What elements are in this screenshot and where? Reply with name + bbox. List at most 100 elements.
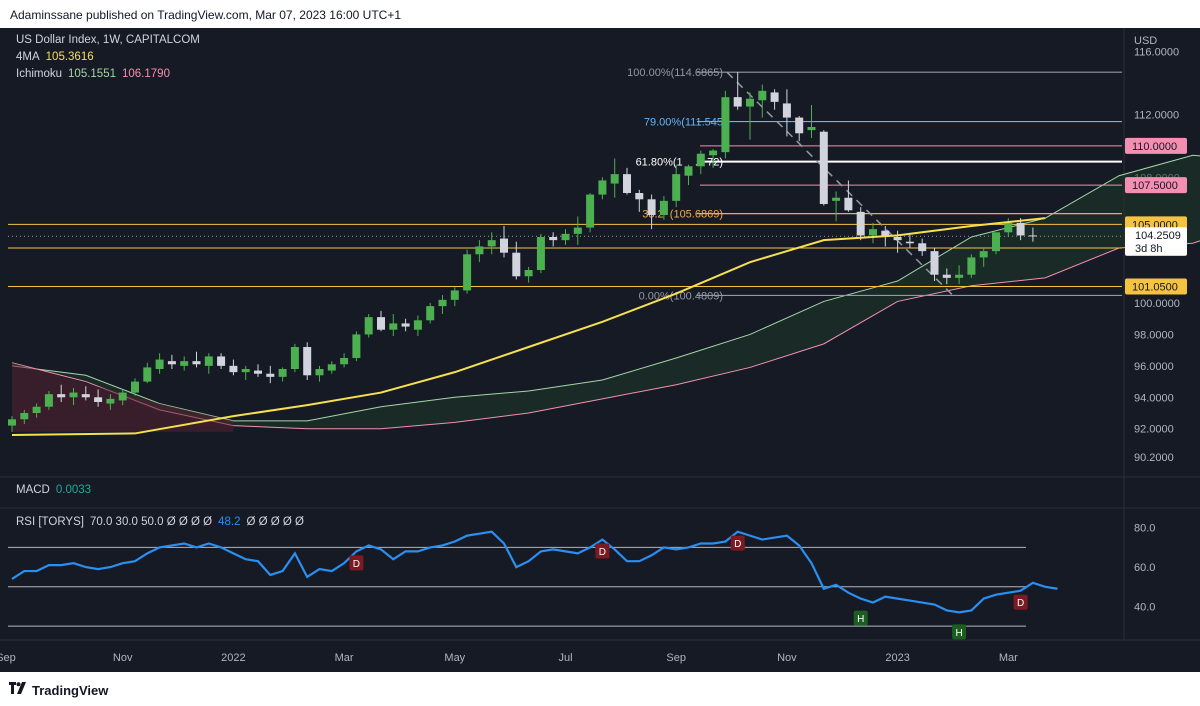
y-tick-label: 96.0000 — [1134, 361, 1174, 373]
candle-body — [795, 117, 804, 134]
rsi-legend[interactable]: RSI [TORYS] 70.0 30.0 50.0 Ø Ø Ø Ø 48.2 Ø Ø… — [16, 516, 304, 528]
chart-canvas[interactable]: USD 90.2000 92.0000 94.0000 96.0000 98.0000 10… — [0, 28, 1200, 672]
rsi-value: 48.2 — [218, 516, 241, 528]
currency-label: USD — [1134, 35, 1157, 47]
price-tag-label: 110.0000 — [1132, 141, 1177, 153]
candle-body — [770, 92, 779, 102]
candle-body — [266, 373, 275, 377]
candle-body — [586, 194, 595, 228]
candle-body — [992, 232, 1000, 252]
tradingview-logo-icon[interactable] — [9, 682, 27, 694]
candle-body — [44, 394, 53, 407]
candle-body — [69, 392, 78, 398]
ichimoku-value-2: 106.1790 — [122, 68, 170, 80]
x-tick-label: Nov — [777, 652, 797, 664]
candle-body — [549, 237, 558, 241]
candle-body — [536, 237, 545, 270]
candle-body — [94, 397, 103, 402]
candle-body — [709, 150, 718, 156]
candle-body — [918, 243, 927, 252]
ichimoku-legend[interactable]: Ichimoku 105.1551 106.1790 — [16, 68, 170, 80]
symbol-title: US Dollar Index, 1W, CAPITALCOM — [16, 34, 200, 46]
candle-body — [57, 394, 66, 398]
tradingview-brand[interactable]: TradingView — [32, 683, 109, 698]
x-tick-label: May — [444, 652, 465, 664]
footer-bar: TradingView — [0, 672, 1200, 706]
price-tag-bg — [1125, 137, 1187, 154]
candle-body — [672, 174, 681, 201]
candle-body — [438, 299, 447, 307]
y-tick-label: 94.0000 — [1134, 392, 1174, 404]
candle-body — [426, 306, 435, 321]
fib-level-label: 79.00%(111.545 — [644, 117, 723, 129]
rsi-marker-bg — [952, 624, 967, 640]
candle-body — [401, 323, 410, 327]
candle-body — [192, 361, 201, 365]
candle-body — [623, 174, 631, 193]
macd-legend[interactable]: MACD 0.0033 — [16, 484, 91, 496]
chart-frame[interactable]: USD 90.2000 92.0000 94.0000 96.0000 98.0000 10… — [0, 28, 1200, 672]
rsi-marker-label: D — [1017, 598, 1024, 609]
rsi-marker-label: H — [955, 628, 962, 639]
rsi-marker-label: D — [734, 539, 741, 550]
candle-body — [315, 369, 324, 376]
candle-body — [1004, 222, 1013, 233]
x-tick-label: 2023 — [885, 652, 909, 664]
ma-value: 105.3616 — [45, 51, 94, 63]
candle-body — [733, 97, 742, 107]
candle-body — [942, 274, 951, 278]
countdown-label: 3d 8h — [1135, 243, 1163, 255]
candle-body — [340, 358, 349, 365]
candle-body — [696, 153, 705, 167]
symbol-legend: US Dollar Index, 1W, CAPITALCOM — [16, 34, 200, 46]
candle-body — [167, 361, 176, 365]
candle-body — [746, 98, 754, 107]
rsi-marker-label: H — [857, 614, 864, 625]
fib-trend-line — [726, 71, 954, 296]
rsi-marker-bg — [349, 555, 364, 571]
candle-body — [1028, 235, 1037, 237]
candle-body — [155, 359, 164, 369]
candle-body — [204, 356, 213, 366]
candle-body — [893, 237, 902, 241]
rsi-line — [11, 530, 1058, 614]
candle-body — [659, 200, 668, 215]
candle-body — [832, 197, 841, 201]
candle-body — [524, 270, 533, 277]
candle-body — [844, 197, 853, 211]
rsi-marker-bg — [730, 535, 745, 551]
macd-label: MACD — [16, 484, 50, 496]
macd-value: 0.0033 — [55, 484, 92, 496]
rsi-tick-label: 40.0 — [1134, 601, 1155, 613]
candle-body — [327, 364, 336, 371]
candle-body — [106, 398, 115, 404]
candle-body — [413, 320, 422, 330]
candle-body — [561, 233, 570, 241]
x-tick-label: Mar — [999, 652, 1018, 664]
candle-body — [377, 317, 385, 330]
rsi-label: RSI [TORYS] — [16, 516, 84, 528]
candle-body — [807, 127, 816, 131]
fib-level-label: 61.80%(1 . 72) — [636, 157, 723, 169]
price-tag-label: 101.0500 — [1132, 282, 1178, 294]
candle-body — [463, 254, 472, 291]
candle-body — [782, 103, 791, 118]
x-tick-label: 2022 — [221, 652, 245, 664]
ma-legend[interactable]: 4MA 105.3616 — [16, 51, 94, 63]
candle-body — [143, 367, 152, 382]
candle-body — [8, 419, 16, 426]
candle-body — [758, 90, 767, 101]
candle-body — [450, 290, 459, 300]
candle-body — [573, 227, 582, 234]
fib-level-label: 100.00%(114.6865) — [627, 67, 723, 79]
candle-body — [869, 229, 877, 236]
candle-body — [389, 323, 398, 330]
candle-body — [32, 406, 41, 413]
candle-body — [500, 238, 508, 253]
publisher-text: Adaminssane published on TradingView.com… — [10, 8, 402, 22]
candle-body — [881, 230, 890, 237]
y-tick-label: 92.0000 — [1134, 424, 1174, 436]
rsi-tick-label: 80.0 — [1134, 523, 1155, 535]
price-tag-bg — [1125, 278, 1187, 295]
